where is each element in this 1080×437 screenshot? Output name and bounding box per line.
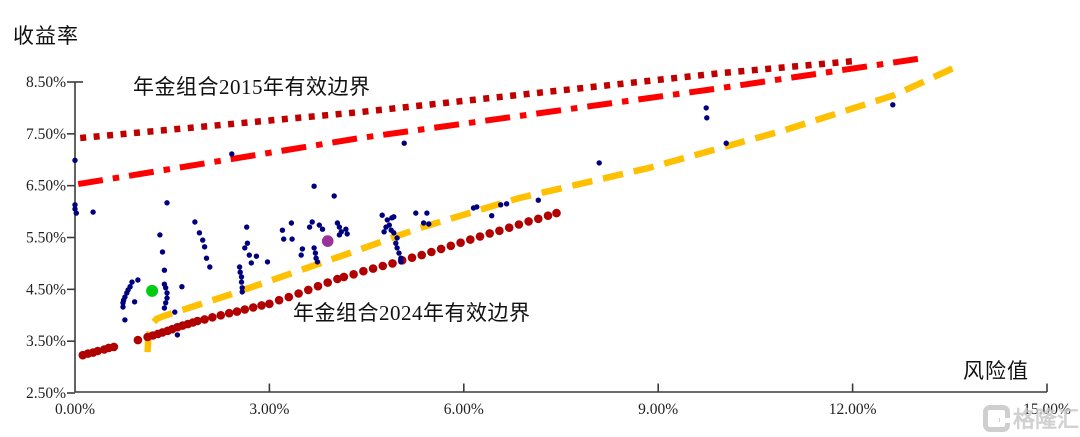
purple-point [321, 235, 334, 247]
y-tick-label: 5.50% [26, 230, 66, 247]
y-tick-label: 8.50% [26, 74, 66, 91]
x-tick-label: 3.00% [249, 401, 289, 418]
y-tick-labels: 2.50% 3.50% 4.50% 5.50% 6.50% 7.50% 8.50% [26, 74, 66, 402]
x-axis-title: 风险值 [963, 359, 1029, 383]
x-tick-label: 9.00% [638, 401, 678, 418]
annotation-frontier-2015: 年金组合2015年有效边界 [133, 75, 371, 99]
green-point [146, 284, 159, 297]
x-tick-label: 0.00% [55, 401, 95, 418]
y-axis-title: 收益率 [13, 24, 79, 48]
frontier-2024-yellow-dashed-line [144, 61, 962, 353]
y-tick-label: 7.50% [26, 126, 66, 143]
y-tick-label: 6.50% [26, 178, 66, 195]
frontier-2015-dotted-line [79, 57, 858, 142]
x-tick-label: 15.00% [1023, 401, 1071, 418]
y-tick-label: 2.50% [26, 385, 66, 402]
y-tick-label: 3.50% [26, 333, 66, 350]
annotation-frontier-2024: 年金组合2024年有效边界 [293, 301, 531, 325]
x-tick-labels: 0.00% 3.00% 6.00% 9.00% 12.00% 15.00% [55, 401, 1071, 418]
gelonghui-logo-icon [982, 404, 1010, 432]
watermark: 格隆汇 [982, 402, 1079, 434]
x-tick-label: 6.00% [444, 401, 484, 418]
y-tick-label: 4.50% [26, 281, 66, 298]
watermark-brand-text: 格隆汇 [1012, 407, 1079, 432]
frontier-2024-dots [78, 208, 561, 360]
red-dashdot-line [77, 55, 924, 188]
x-tick-label: 12.00% [829, 401, 877, 418]
portfolio-scatter-points [72, 102, 896, 338]
axes [67, 81, 1048, 394]
